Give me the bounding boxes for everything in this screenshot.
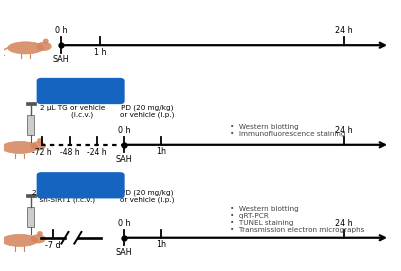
Text: 1h: 1h — [156, 240, 166, 249]
Text: 2 μL sh-control  or
  sh-SIRT1 (i.c.v.): 2 μL sh-control or sh-SIRT1 (i.c.v.) — [32, 190, 98, 203]
Ellipse shape — [31, 142, 45, 150]
Text: PD (20 mg/kg)
or vehicle (i.p.): PD (20 mg/kg) or vehicle (i.p.) — [120, 189, 174, 203]
Text: •  Western blotting
•  Immunofluorescence staining: • Western blotting • Immunofluorescence … — [230, 124, 346, 137]
Text: 1h: 1h — [156, 147, 166, 156]
Text: •  Western blotting
•  qRT-PCR
•  TUNEL staining
•  Transmission electron microg: • Western blotting • qRT-PCR • TUNEL sta… — [230, 206, 365, 233]
Bar — [26, 102, 36, 105]
FancyBboxPatch shape — [36, 78, 125, 104]
Text: Experiment 2: Experiment 2 — [45, 86, 116, 95]
Bar — [27, 115, 34, 135]
Text: SAH: SAH — [115, 248, 132, 257]
Text: 0 h: 0 h — [117, 126, 130, 135]
Text: -72 h: -72 h — [32, 148, 52, 157]
Ellipse shape — [37, 231, 43, 236]
Text: -48 h: -48 h — [60, 148, 80, 157]
Ellipse shape — [2, 141, 38, 153]
Text: SAH: SAH — [115, 155, 132, 164]
Ellipse shape — [2, 234, 38, 246]
Text: -24 h: -24 h — [87, 148, 107, 157]
Text: -7 d: -7 d — [45, 241, 61, 250]
Ellipse shape — [31, 235, 45, 243]
Text: 24 h: 24 h — [335, 126, 353, 135]
Text: PD (20 mg/kg)
or vehicle (i.p.): PD (20 mg/kg) or vehicle (i.p.) — [120, 104, 174, 118]
Bar — [26, 193, 36, 196]
Text: 0 h: 0 h — [117, 219, 130, 228]
Text: Experiment 3: Experiment 3 — [45, 181, 116, 190]
Ellipse shape — [37, 138, 43, 143]
Text: SAH: SAH — [53, 55, 69, 64]
FancyBboxPatch shape — [36, 172, 125, 198]
Ellipse shape — [37, 42, 51, 50]
Text: 24 h: 24 h — [335, 219, 353, 228]
Ellipse shape — [43, 39, 48, 43]
Text: 1 h: 1 h — [94, 48, 107, 57]
Bar — [27, 207, 34, 227]
Ellipse shape — [8, 42, 44, 54]
Text: 2 μL TG or vehicle
        (i.c.v.): 2 μL TG or vehicle (i.c.v.) — [40, 105, 105, 118]
Text: 24 h: 24 h — [335, 26, 353, 35]
Text: 0 h: 0 h — [55, 26, 67, 35]
